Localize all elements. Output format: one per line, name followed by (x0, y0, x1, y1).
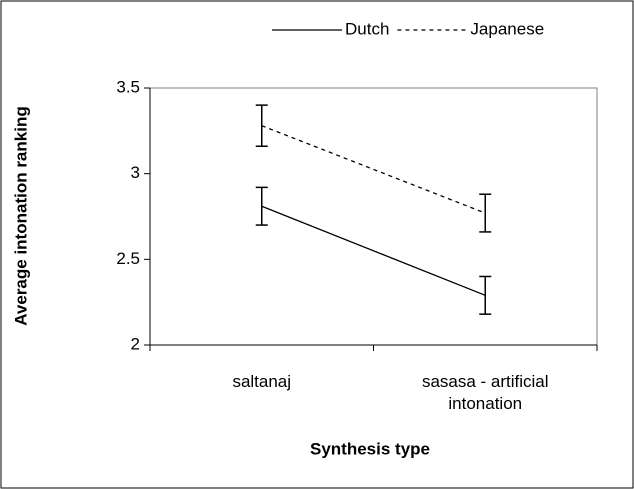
y-tick-label: 2 (131, 334, 140, 353)
error-bar (479, 275, 492, 315)
error-bar (255, 186, 268, 226)
x-axis-label: Synthesis type (310, 439, 430, 458)
series-line (261, 205, 486, 296)
error-bar (479, 193, 492, 233)
y-axis-label: Average intonation ranking (11, 106, 30, 325)
x-tick-label: saltanaj (232, 372, 292, 391)
y-tick-label: 3.5 (116, 77, 140, 96)
legend-label: Japanese (470, 19, 544, 38)
error-bar (255, 104, 268, 148)
x-tick-label: sasasa - artificial intonation (421, 372, 549, 413)
y-tick-label: 3 (131, 163, 140, 182)
y-tick-label: 2.5 (116, 249, 140, 268)
legend-label: Dutch (345, 19, 389, 38)
